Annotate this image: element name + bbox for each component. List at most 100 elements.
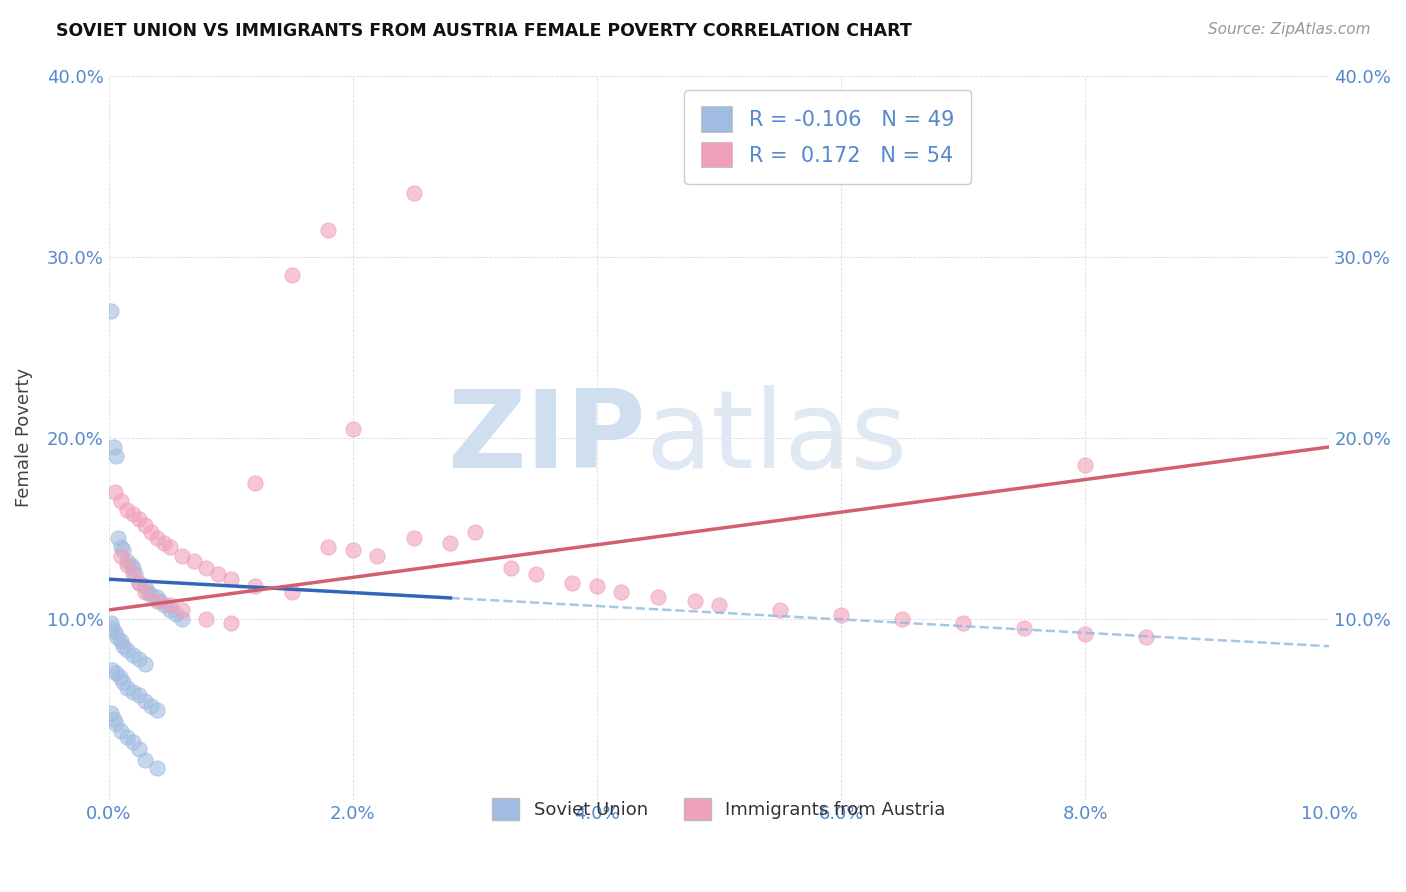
Point [170,603,193,617]
Point [134,753,156,767]
Point [366,549,388,563]
Point [128,575,150,590]
Point [101,663,124,677]
Point [1135,630,1157,644]
Point [149,594,172,608]
Point [159,540,181,554]
Point [170,612,193,626]
Point [122,648,145,663]
Point [146,591,169,605]
Point [107,531,129,545]
Point [146,703,169,717]
Point [170,549,193,563]
Point [112,543,135,558]
Point [146,594,169,608]
Point [342,422,364,436]
Point [110,633,132,648]
Point [104,666,127,681]
Point [100,615,122,630]
Point [318,540,340,554]
Point [183,554,205,568]
Point [146,531,169,545]
Point [141,698,163,713]
Point [134,693,156,707]
Point [104,449,127,463]
Point [195,612,218,626]
Point [122,684,145,698]
Point [103,440,125,454]
Point [195,561,218,575]
Point [165,607,187,621]
Point [128,742,150,756]
Point [103,712,125,726]
Point [146,761,169,775]
Point [280,268,302,282]
Point [100,706,122,721]
Point [108,670,131,684]
Point [134,579,156,593]
Point [115,730,138,744]
Point [105,630,128,644]
Point [110,494,132,508]
Point [152,598,174,612]
Point [122,735,145,749]
Point [243,579,266,593]
Point [100,304,122,318]
Point [243,476,266,491]
Point [104,485,127,500]
Point [110,540,132,554]
Point [159,598,181,612]
Point [219,572,242,586]
Point [112,675,135,690]
Point [110,724,132,739]
Point [524,566,547,581]
Legend: Soviet Union, Immigrants from Austria: Soviet Union, Immigrants from Austria [478,784,960,835]
Point [318,222,340,236]
Text: ZIP: ZIP [447,384,645,491]
Point [115,643,138,657]
Point [122,566,145,581]
Point [122,507,145,521]
Point [159,603,181,617]
Text: SOVIET UNION VS IMMIGRANTS FROM AUSTRIA FEMALE POVERTY CORRELATION CHART: SOVIET UNION VS IMMIGRANTS FROM AUSTRIA … [56,22,912,40]
Point [141,525,163,540]
Point [683,594,706,608]
Point [104,717,127,731]
Text: atlas: atlas [645,384,908,491]
Point [115,554,138,568]
Point [402,531,425,545]
Point [647,591,669,605]
Point [124,566,146,581]
Point [707,598,730,612]
Point [561,575,583,590]
Point [115,681,138,695]
Point [128,688,150,702]
Point [219,615,242,630]
Point [134,517,156,532]
Point [141,589,163,603]
Point [112,639,135,653]
Point [769,603,792,617]
Point [122,561,145,575]
Point [115,503,138,517]
Point [501,561,523,575]
Point [830,608,852,623]
Point [1074,626,1097,640]
Point [128,512,150,526]
Point [1074,458,1097,472]
Point [134,585,156,599]
Point [128,652,150,666]
Point [952,615,974,630]
Point [439,536,461,550]
Point [104,624,127,639]
Point [402,186,425,201]
Point [342,543,364,558]
Point [207,566,229,581]
Text: Source: ZipAtlas.com: Source: ZipAtlas.com [1208,22,1371,37]
Point [120,558,142,572]
Point [134,657,156,672]
Y-axis label: Female Poverty: Female Poverty [15,368,32,508]
Point [891,612,914,626]
Point [1012,621,1035,635]
Point [280,585,302,599]
